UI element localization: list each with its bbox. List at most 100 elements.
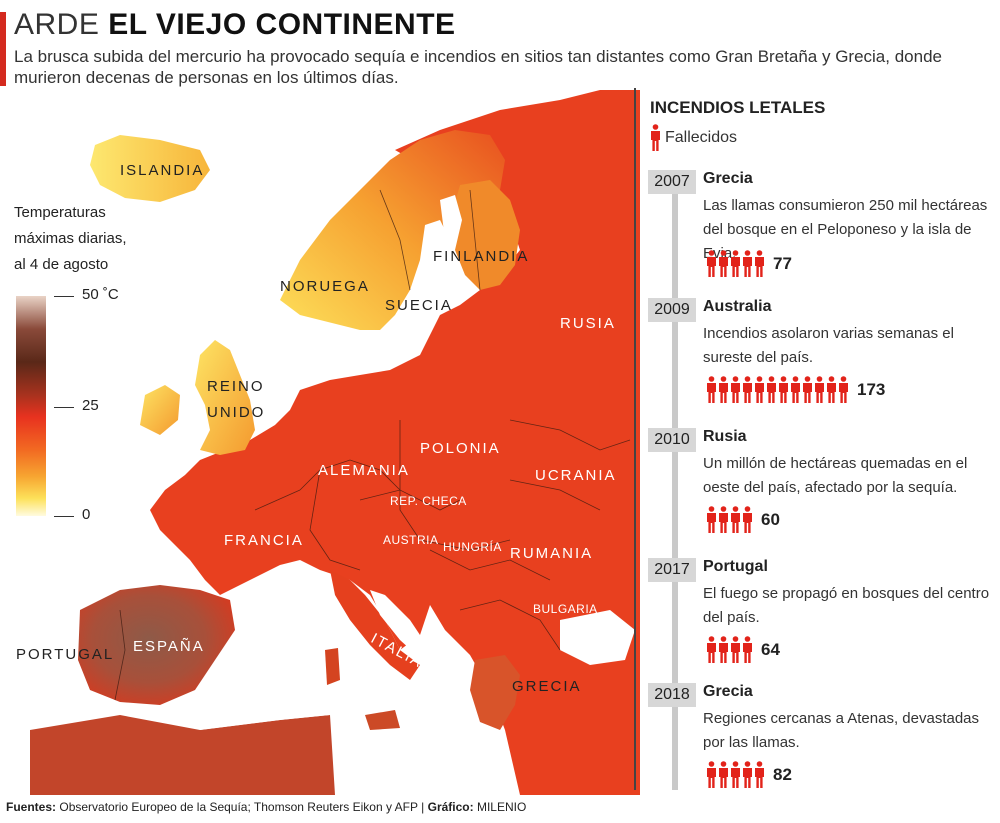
death-icons <box>706 636 753 663</box>
label-polonia: POLONIA <box>420 440 501 457</box>
label-noruega: NORUEGA <box>280 278 370 295</box>
label-reino-unido-2: UNIDO <box>207 404 266 421</box>
mainland-europe-shape <box>150 90 640 795</box>
graphic-text: MILENIO <box>476 800 527 814</box>
legend-tick-mid <box>54 407 74 408</box>
legend-title-line-1: Temperaturas <box>14 204 106 221</box>
label-grecia: GRECIA <box>512 678 582 695</box>
gulf-of-bothnia <box>440 195 462 250</box>
legend-max-label: 50 ˚C <box>82 286 119 303</box>
death-person-icon <box>742 506 753 533</box>
event-country: Grecia <box>703 683 753 700</box>
sources-text: Observatorio Europeo de la Sequía; Thoms… <box>59 800 418 814</box>
death-person-icon <box>718 636 729 663</box>
death-icons <box>706 250 765 277</box>
death-person-icon <box>742 376 753 403</box>
footer-credits: Fuentes: Observatorio Europeo de la Sequ… <box>6 800 526 814</box>
death-person-icon <box>754 761 765 788</box>
event-year: 2017 <box>648 558 696 582</box>
death-person-icon <box>706 250 717 277</box>
label-islandia: ISLANDIA <box>120 162 205 179</box>
label-portugal: PORTUGAL <box>16 646 115 663</box>
death-person-icon <box>778 376 789 403</box>
footer-separator: | <box>421 800 425 814</box>
legend-title-line-2: máximas diarias, <box>14 230 127 247</box>
event-deaths: 64 <box>706 636 780 663</box>
label-alemania: ALEMANIA <box>318 462 410 479</box>
panel-title: INCENDIOS LETALES <box>650 98 826 117</box>
death-count: 60 <box>761 509 780 529</box>
event-country: Grecia <box>703 170 753 187</box>
death-person-icon <box>814 376 825 403</box>
fallecidos-label: Fallecidos <box>665 128 738 146</box>
label-austria: AUSTRIA <box>383 533 439 547</box>
country-borders <box>114 189 631 701</box>
death-person-icon <box>742 636 753 663</box>
death-person-icon <box>838 376 849 403</box>
event-deaths: 82 <box>706 761 792 788</box>
accent-bar <box>0 12 6 86</box>
fallecidos-legend: Fallecidos <box>650 124 737 151</box>
event-deaths: 77 <box>706 250 792 277</box>
death-person-icon <box>826 376 837 403</box>
event-year: 2010 <box>648 428 696 452</box>
sicily-shape <box>365 710 400 730</box>
panel-divider <box>634 88 636 790</box>
legend-title: Temperaturas máximas diarias, al 4 de ag… <box>14 200 127 278</box>
event-country: Portugal <box>703 558 768 575</box>
death-person-icon <box>754 376 765 403</box>
event-description: El fuego se propagó en bosques del centr… <box>703 585 990 626</box>
death-count: 82 <box>773 764 792 784</box>
baltic-sea <box>395 250 455 355</box>
death-count: 64 <box>761 639 780 659</box>
label-espana: ESPAÑA <box>133 638 205 655</box>
greece-shape <box>470 655 520 730</box>
death-count: 173 <box>857 379 886 399</box>
label-suecia: SUECIA <box>385 297 453 314</box>
page-subtitle: La brusca subida del mercurio ha provoca… <box>14 47 942 87</box>
death-count: 77 <box>773 253 792 273</box>
death-person-icon <box>718 506 729 533</box>
label-rusia: RUSIA <box>560 315 616 332</box>
sources-label: Fuentes: <box>6 800 57 814</box>
event-deaths: 173 <box>706 376 885 403</box>
adriatic-sea <box>370 590 430 660</box>
label-reino-unido-1: REINO <box>207 378 265 395</box>
title-bold: EL VIEJO CONTINENTE <box>108 8 456 41</box>
death-person-icon <box>742 250 753 277</box>
iceland-shape <box>90 135 210 202</box>
death-person-icon <box>718 761 729 788</box>
timeline-line <box>672 170 678 790</box>
event-description: Incendios asolaron varias semanas el sur… <box>703 325 954 366</box>
scandinavia-shape <box>280 130 505 330</box>
death-person-icon <box>754 250 765 277</box>
death-person-icon <box>706 506 717 533</box>
event-year: 2018 <box>648 683 696 707</box>
event-description: Un millón de hectáreas quemadas en el oe… <box>703 455 968 496</box>
death-icons <box>706 761 765 788</box>
label-ucrania: UCRANIA <box>535 467 617 484</box>
north-africa-shape <box>30 715 335 795</box>
death-person-icon <box>730 250 741 277</box>
label-francia: FRANCIA <box>224 532 304 549</box>
event-deaths: 60 <box>706 506 780 533</box>
page-title: ARDE EL VIEJO CONTINENTE <box>14 8 456 42</box>
death-person-icon <box>730 376 741 403</box>
title-light: ARDE <box>14 8 100 41</box>
event-country: Australia <box>703 298 772 315</box>
death-icons <box>706 376 849 403</box>
mediterranean-sea <box>200 690 330 730</box>
legend-mid-label: 25 <box>82 397 99 414</box>
death-person-icon <box>766 376 777 403</box>
great-britain-shape <box>195 340 255 455</box>
death-icons <box>706 506 753 533</box>
death-person-icon <box>742 761 753 788</box>
event-year: 2007 <box>648 170 696 194</box>
label-hungria: HUNGRÍA <box>443 540 502 554</box>
italy-shape <box>330 570 420 680</box>
death-person-icon <box>718 376 729 403</box>
ireland-shape <box>140 385 180 435</box>
label-rumania: RUMANIA <box>510 545 594 562</box>
temperature-color-scale <box>16 296 46 516</box>
europe-temperature-map: ISLANDIA NORUEGA SUECIA FINLANDIA RUSIA … <box>0 90 640 795</box>
